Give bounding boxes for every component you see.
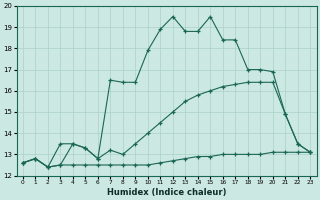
X-axis label: Humidex (Indice chaleur): Humidex (Indice chaleur) (107, 188, 226, 197)
